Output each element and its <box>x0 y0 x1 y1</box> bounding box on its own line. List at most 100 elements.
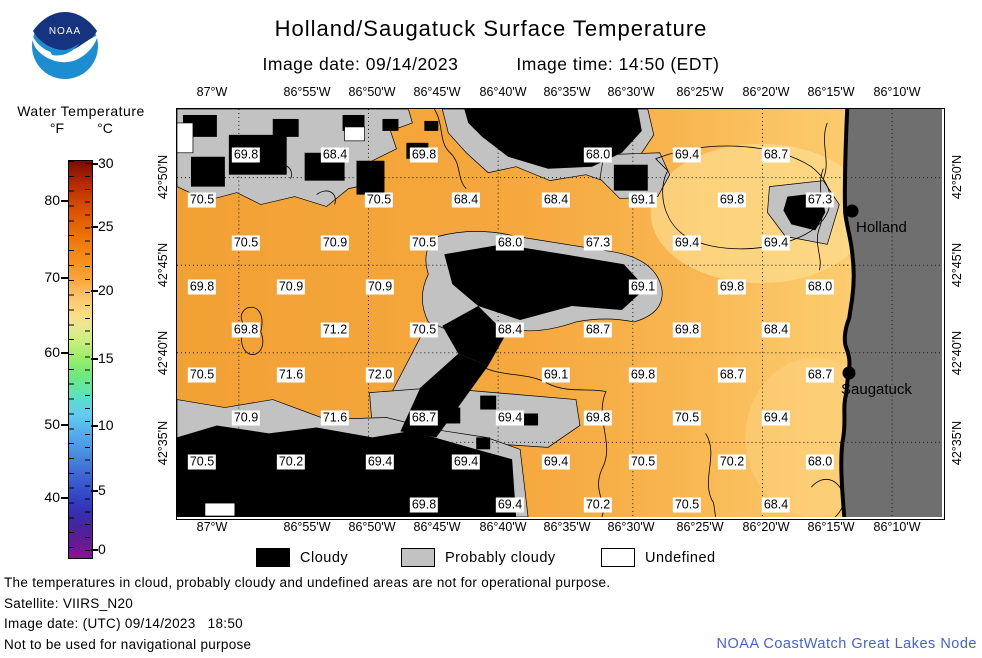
lon-label-bottom: 86°40'W <box>479 520 527 534</box>
temp-value-label: 68.7 <box>761 147 791 163</box>
temp-value-label: 68.4 <box>541 192 571 208</box>
temp-value-label: 70.2 <box>276 454 306 470</box>
image-date: Image date: 09/14/2023 <box>262 54 459 74</box>
colorbar-f-tick-label: 80 <box>44 192 60 208</box>
lon-label-bottom: 87°W <box>196 520 228 534</box>
temp-value-label: 69.4 <box>761 235 791 251</box>
lat-label-left: 42°35'N <box>156 420 170 466</box>
temp-value-label: 69.8 <box>717 279 747 295</box>
temp-value-label: 69.4 <box>365 454 395 470</box>
lat-label-right: 42°50'N <box>950 154 964 200</box>
colorbar-f-tick-label: 50 <box>44 416 60 432</box>
lat-label-left: 42°40'N <box>156 330 170 376</box>
colorbar-f-tick <box>61 424 68 426</box>
sst-map-canvas <box>176 108 942 518</box>
temp-value-label: 69.8 <box>583 410 613 426</box>
footer-line: The temperatures in cloud, probably clou… <box>4 575 611 590</box>
temp-value-label: 71.6 <box>276 367 306 383</box>
temp-value-label: 69.4 <box>761 410 791 426</box>
temp-value-label: 68.4 <box>451 192 481 208</box>
colorbar-f-tick <box>61 200 68 202</box>
colorbar-unit-c: °C <box>97 120 113 136</box>
temp-value-label: 68.0 <box>495 235 525 251</box>
colorbar-f-tick <box>61 352 68 354</box>
lon-label-top: 86°55'W <box>283 85 331 99</box>
lon-label-bottom: 86°50'W <box>348 520 396 534</box>
colorbar-unit-f: °F <box>49 120 65 136</box>
legend-swatch-cloudy <box>256 548 290 567</box>
temp-value-label: 68.4 <box>320 147 350 163</box>
colorbar-c-tick <box>91 226 98 228</box>
temp-value-label: 69.8 <box>717 192 747 208</box>
temp-value-label: 70.9 <box>276 279 306 295</box>
temp-value-label: 67.3 <box>805 192 835 208</box>
colorbar-title: Water Temperature <box>17 103 145 119</box>
legend-label: Probably cloudy <box>445 550 556 566</box>
lon-label-top: 87°W <box>196 85 228 99</box>
warm-patch <box>650 143 871 284</box>
temp-value-label: 70.2 <box>717 454 747 470</box>
colorbar-c-tick-label: 0 <box>98 541 106 557</box>
temp-value-label: 69.8 <box>231 147 261 163</box>
temp-value-label: 69.8 <box>231 322 261 338</box>
temp-value-label: 70.5 <box>672 497 702 513</box>
temp-value-label: 70.9 <box>231 410 261 426</box>
credit-link[interactable]: NOAA CoastWatch Great Lakes Node <box>716 636 977 652</box>
temp-value-label: 68.0 <box>805 454 835 470</box>
colorbar-c-tick <box>91 290 98 292</box>
image-meta-line: Image date: 09/14/2023 Image time: 14:50… <box>0 54 982 75</box>
temp-value-label: 70.9 <box>365 279 395 295</box>
colorbar-c-tick <box>91 163 98 165</box>
temp-value-label: 69.8 <box>409 147 439 163</box>
lon-label-top: 86°45'W <box>413 85 461 99</box>
coastline <box>839 108 856 518</box>
legend-swatch-undefined <box>601 548 635 567</box>
temp-value-label: 69.8 <box>187 279 217 295</box>
colorbar-f-tick-label: 40 <box>44 489 60 505</box>
temp-value-label: 68.7 <box>805 367 835 383</box>
legend-label: Cloudy <box>300 550 349 566</box>
city-dot-holland <box>845 204 859 218</box>
lon-label-top: 86°20'W <box>742 85 790 99</box>
lat-label-right: 42°45'N <box>950 242 964 288</box>
lon-label-bottom: 86°25'W <box>676 520 724 534</box>
colorbar-minor-ticks-f <box>69 161 74 556</box>
temp-value-label: 69.1 <box>541 367 571 383</box>
colorbar-c-tick-label: 25 <box>98 218 114 234</box>
temp-value-label: 70.5 <box>364 192 394 208</box>
footer-line: Not to be used for navigational purpose <box>4 637 252 652</box>
image-time: Image time: 14:50 (EDT) <box>516 54 720 74</box>
colorbar-c-tick-label: 10 <box>98 417 114 433</box>
temp-value-label: 68.4 <box>761 322 791 338</box>
lon-label-top: 86°50'W <box>348 85 396 99</box>
temp-value-label: 68.4 <box>495 322 525 338</box>
lon-label-top: 86°35'W <box>543 85 591 99</box>
lon-label-bottom: 86°45'W <box>413 520 461 534</box>
city-dot-saugatuck <box>842 366 856 380</box>
temp-value-label: 70.5 <box>628 454 658 470</box>
lat-label-right: 42°40'N <box>950 330 964 376</box>
colorbar-c-tick <box>91 490 98 492</box>
colorbar-c-tick <box>91 549 98 551</box>
noaa-logo: NOAA <box>30 9 100 79</box>
temp-value-label: 68.0 <box>805 279 835 295</box>
colorbar-minor-ticks-c <box>85 163 90 556</box>
temp-value-label: 68.7 <box>717 367 747 383</box>
svg-text:NOAA: NOAA <box>49 26 81 37</box>
colorbar-c-tick-label: 30 <box>98 155 114 171</box>
temp-value-label: 68.7 <box>583 322 613 338</box>
colorbar-f-tick <box>61 277 68 279</box>
temp-value-label: 69.1 <box>628 192 658 208</box>
city-label-saugatuck: Saugatuck <box>841 381 912 398</box>
lon-label-top: 86°15'W <box>807 85 855 99</box>
lon-label-bottom: 86°10'W <box>873 520 921 534</box>
colorbar-f-tick-label: 60 <box>44 344 60 360</box>
temp-value-label: 70.2 <box>583 497 613 513</box>
lon-label-bottom: 86°20'W <box>742 520 790 534</box>
noaa-logo-graphic: NOAA <box>32 12 98 79</box>
legend-swatch-probably_cloudy <box>401 548 435 567</box>
sst-map <box>176 108 945 520</box>
lat-label-right: 42°35'N <box>950 420 964 466</box>
lon-label-top: 86°10'W <box>873 85 921 99</box>
